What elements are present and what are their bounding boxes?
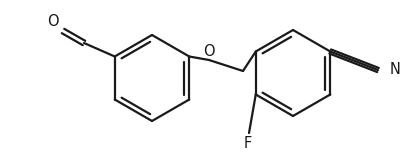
- Text: F: F: [244, 135, 252, 151]
- Text: O: O: [203, 44, 215, 60]
- Text: O: O: [47, 15, 59, 29]
- Text: N: N: [390, 62, 401, 78]
